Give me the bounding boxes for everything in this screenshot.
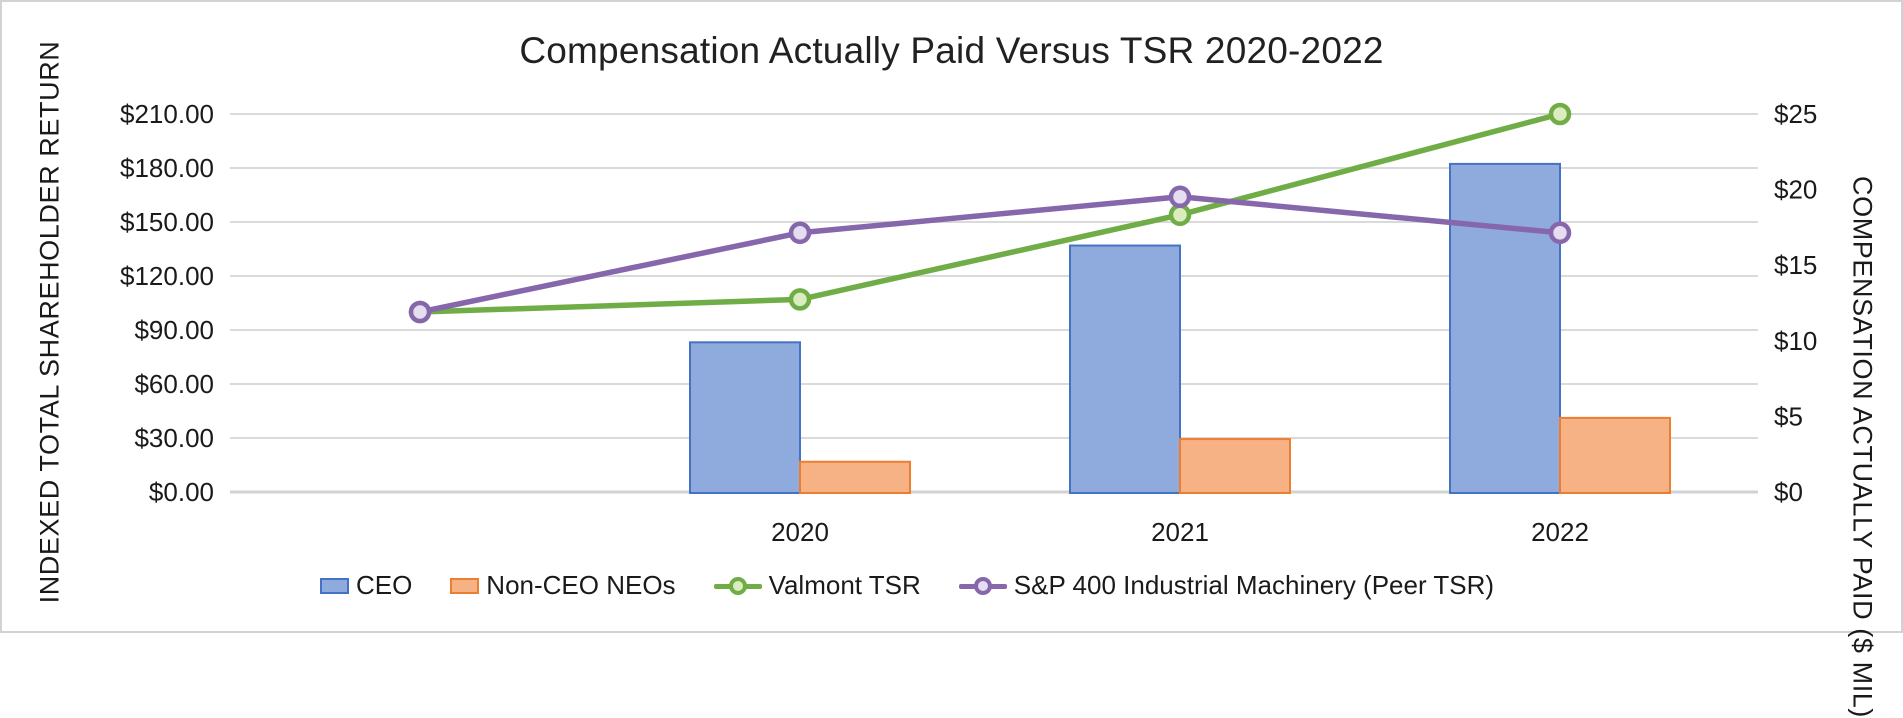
marker-s-p-400-industrial-machinery-peer-tsr- (788, 221, 812, 245)
legend-bar-swatch (450, 577, 480, 594)
legend-bar-swatch (319, 577, 349, 594)
marker-valmont-tsr (1168, 203, 1192, 227)
bar-non-ceo-neos-2021 (1179, 438, 1291, 494)
left-axis-tick-label: $0.00 (149, 477, 214, 507)
legend-item-ceo: CEO (319, 570, 413, 601)
marker-s-p-400-industrial-machinery-peer-tsr- (1548, 221, 1572, 245)
left-axis-tick-label: $210.00 (120, 99, 214, 129)
legend-line-swatch (713, 575, 762, 597)
x-axis-tick-label: 2022 (1531, 517, 1589, 547)
right-axis-tick-label: $15 (1774, 250, 1817, 280)
left-axis-tick-label: $180.00 (120, 153, 214, 183)
right-axis-tick-label: $10 (1774, 326, 1817, 356)
legend-item-s-p-400-industrial-machinery-peer-tsr-: S&P 400 Industrial Machinery (Peer TSR) (958, 570, 1495, 601)
bar-ceo-2021 (1069, 244, 1181, 494)
legend-label: S&P 400 Industrial Machinery (Peer TSR) (1013, 570, 1495, 600)
left-axis-tick-label: $30.00 (134, 423, 214, 453)
legend-label: Non-CEO NEOs (486, 570, 676, 600)
line-valmont-tsr (417, 111, 1563, 315)
line-s-p-400-industrial-machinery-peer-tsr- (417, 194, 1563, 315)
legend-line-swatch (958, 575, 1007, 597)
marker-s-p-400-industrial-machinery-peer-tsr- (408, 300, 432, 324)
chart-title: Compensation Actually Paid Versus TSR 20… (519, 30, 1384, 71)
left-axis-tick-label: $120.00 (120, 261, 214, 291)
marker-s-p-400-industrial-machinery-peer-tsr- (1168, 185, 1192, 209)
legend-item-valmont-tsr: Valmont TSR (713, 570, 921, 601)
right-axis-tick-label: $20 (1774, 175, 1817, 205)
bar-non-ceo-neos-2022 (1559, 416, 1671, 494)
legend-label: CEO (355, 570, 413, 600)
plot-area: $0.00 $30.00 $60.00 $90.00 $120.00 $150.00 $18… (120, 99, 1817, 547)
legend-line-marker (973, 576, 992, 595)
x-axis-tick-label: 2021 (1151, 517, 1209, 547)
bar-ceo-2022 (1449, 162, 1561, 494)
bar-ceo-2020 (689, 341, 801, 495)
left-axis-tick-label: $90.00 (134, 315, 214, 345)
legend-line-marker (728, 576, 747, 595)
x-axis-tick-label: 2020 (771, 517, 829, 547)
legend: CEO Non-CEO NEOs Valmont TSR S&P 400 Indust… (2, 570, 1812, 601)
left-axis-tick-label: $60.00 (134, 369, 214, 399)
legend-item-non-ceo-neos: Non-CEO NEOs (450, 570, 676, 601)
bar-non-ceo-neos-2020 (799, 460, 911, 495)
legend-label: Valmont TSR (768, 570, 921, 600)
marker-valmont-tsr (788, 288, 812, 311)
right-axis-tick-label: $0 (1774, 477, 1803, 507)
right-axis-tick-label: $25 (1774, 99, 1817, 129)
right-axis-tick-label: $5 (1774, 401, 1803, 431)
left-axis-tick-label: $150.00 (120, 207, 214, 237)
marker-valmont-tsr (1548, 102, 1572, 126)
